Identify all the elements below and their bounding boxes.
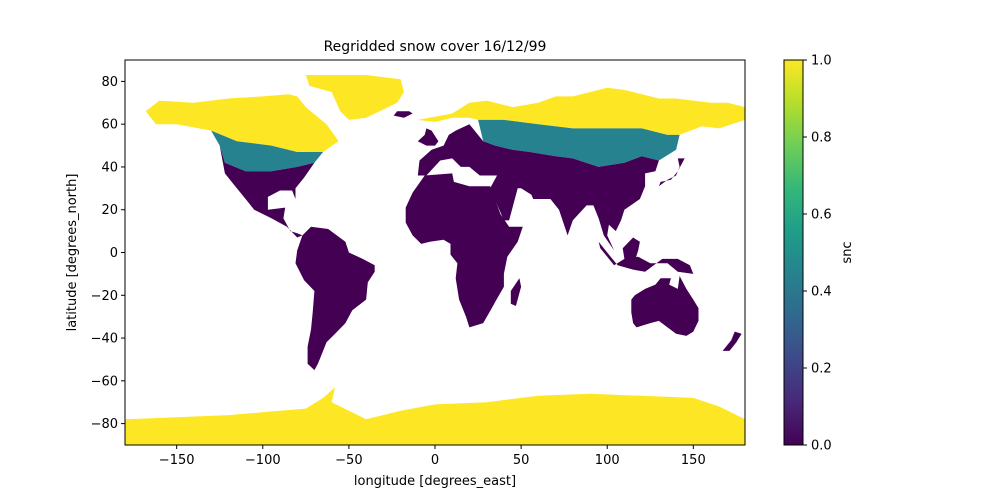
map-region-0	[305, 75, 404, 120]
y-tick-label: 0	[110, 246, 118, 261]
x-tick-label: 0	[431, 453, 439, 468]
colorbar-tick-label: 1.0	[811, 54, 832, 69]
map-region-13	[622, 237, 640, 262]
y-tick-label: −80	[91, 417, 118, 432]
map-region-2	[211, 130, 324, 172]
x-tick-label: 100	[595, 453, 620, 468]
map-region-10	[510, 278, 522, 306]
y-tick-label: −20	[91, 289, 118, 304]
x-tick-label: −150	[159, 453, 195, 468]
colorbar-tick-label: 0.6	[811, 208, 832, 223]
map-layer	[125, 75, 745, 445]
map-region-9	[405, 173, 523, 328]
x-tick-label: 150	[681, 453, 706, 468]
x-axis-ticks: −150 −100 −50 0 50 100 150	[159, 445, 706, 468]
y-axis-label: latitude [degrees_north]	[65, 174, 80, 332]
map-region-3	[219, 145, 315, 238]
map-region-4	[295, 226, 375, 371]
map-region-14	[658, 158, 685, 187]
colorbar-label: snc	[840, 241, 855, 263]
map-region-8	[417, 124, 659, 251]
y-tick-label: 20	[101, 203, 118, 218]
map-region-12	[598, 241, 694, 274]
map-region-1	[145, 94, 339, 152]
colorbar	[783, 59, 804, 446]
y-tick-label: −60	[91, 374, 118, 389]
colorbar-tick-label: 0.0	[811, 439, 832, 454]
y-axis-ticks: −80 −60 −40 −20 0 20 40 60 80	[91, 75, 125, 432]
map-region-16	[393, 111, 413, 118]
y-tick-label: 40	[101, 160, 118, 175]
chart-title: Regridded snow cover 16/12/99	[324, 39, 547, 55]
map-region-5	[417, 87, 745, 135]
map-region-6	[478, 119, 680, 167]
y-tick-label: 60	[101, 118, 118, 133]
map-region-15	[417, 128, 439, 146]
colorbar-ticks: 0.0 0.2 0.4 0.6 0.8 1.0	[803, 54, 832, 454]
colorbar-tick-label: 0.2	[811, 362, 832, 377]
x-axis-label: longitude [degrees_east]	[354, 474, 516, 489]
y-tick-label: −40	[91, 332, 118, 347]
colorbar-tick-label: 0.4	[811, 285, 832, 300]
map-region-11	[631, 276, 699, 336]
colorbar-tick-label: 0.8	[811, 131, 832, 146]
y-tick-label: 80	[101, 75, 118, 90]
map-region-17	[722, 331, 742, 351]
x-tick-label: 50	[513, 453, 530, 468]
x-tick-label: −50	[335, 453, 362, 468]
x-tick-label: −100	[245, 453, 281, 468]
map-region-18	[125, 387, 745, 445]
